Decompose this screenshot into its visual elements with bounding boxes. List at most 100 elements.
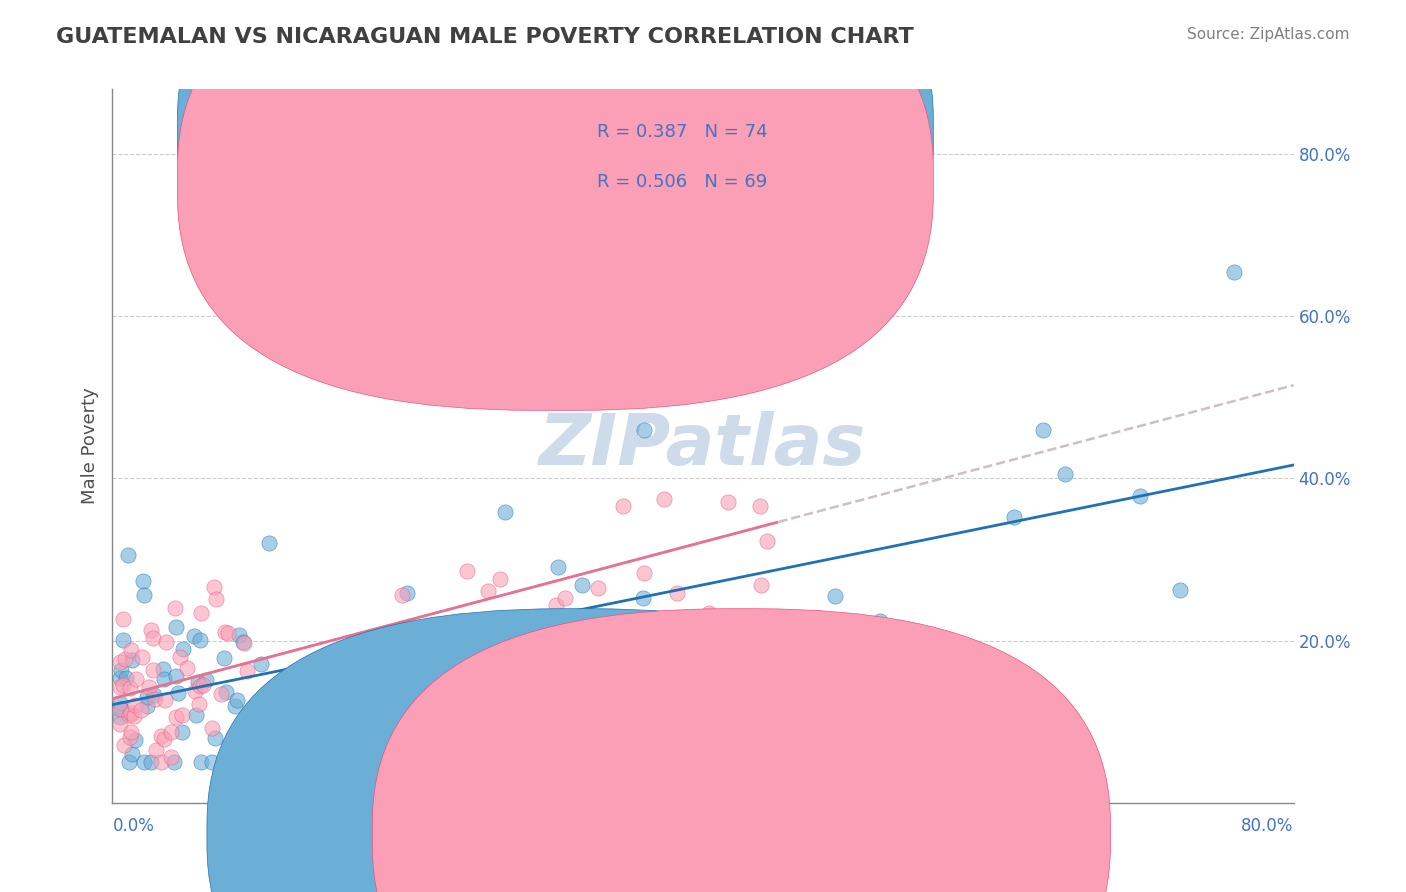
Point bbox=[209, 687, 232, 701]
Text: 0.0%: 0.0% bbox=[112, 817, 155, 835]
Point bbox=[697, 606, 720, 620]
Point bbox=[117, 549, 139, 563]
Point bbox=[769, 635, 792, 649]
Point bbox=[633, 423, 655, 437]
Point bbox=[824, 589, 846, 603]
Point bbox=[183, 683, 205, 698]
Point bbox=[598, 624, 620, 638]
Point bbox=[494, 505, 516, 519]
Point bbox=[586, 581, 609, 595]
Point bbox=[108, 655, 131, 669]
Point bbox=[110, 701, 132, 715]
Point bbox=[121, 747, 143, 762]
Point bbox=[571, 578, 593, 592]
Point bbox=[554, 591, 576, 605]
Point bbox=[292, 693, 315, 707]
Point bbox=[160, 750, 183, 764]
Point bbox=[169, 649, 191, 664]
Point bbox=[111, 612, 134, 626]
Text: R = 0.387   N = 74: R = 0.387 N = 74 bbox=[596, 123, 768, 141]
Point bbox=[633, 566, 655, 580]
Point bbox=[190, 756, 212, 770]
Point bbox=[134, 756, 156, 770]
Point bbox=[108, 710, 131, 724]
Point bbox=[340, 695, 363, 709]
Text: Nicaraguans: Nicaraguans bbox=[762, 825, 866, 843]
Point bbox=[257, 536, 280, 550]
Point bbox=[165, 620, 187, 634]
Point bbox=[1223, 265, 1246, 279]
Point bbox=[136, 690, 159, 704]
FancyBboxPatch shape bbox=[373, 608, 1111, 892]
Point bbox=[155, 635, 177, 649]
Point bbox=[755, 533, 778, 548]
Point bbox=[749, 578, 772, 592]
Point bbox=[322, 649, 344, 664]
Point bbox=[131, 650, 153, 665]
Point bbox=[142, 689, 165, 703]
Point bbox=[191, 678, 214, 692]
Point bbox=[652, 492, 675, 507]
Point bbox=[108, 702, 131, 716]
Point bbox=[135, 699, 157, 714]
Point bbox=[287, 687, 309, 701]
Point bbox=[176, 661, 198, 675]
Point bbox=[1168, 582, 1191, 597]
Point bbox=[120, 731, 142, 745]
Point bbox=[769, 649, 792, 664]
Point bbox=[112, 739, 135, 753]
Point bbox=[111, 678, 134, 692]
Point bbox=[693, 686, 716, 700]
Point bbox=[1032, 423, 1054, 437]
Point bbox=[163, 601, 186, 615]
Point bbox=[114, 652, 136, 666]
Point bbox=[162, 756, 184, 770]
Point bbox=[228, 627, 250, 641]
Point bbox=[749, 499, 772, 513]
Point bbox=[1129, 489, 1152, 503]
Point bbox=[188, 679, 211, 693]
Point bbox=[273, 712, 295, 726]
Point bbox=[631, 591, 654, 605]
Point bbox=[236, 664, 259, 678]
Point bbox=[288, 689, 311, 703]
Point bbox=[250, 657, 273, 671]
Point bbox=[202, 580, 225, 594]
Point bbox=[139, 756, 162, 770]
Text: Guatemalans: Guatemalans bbox=[596, 825, 707, 843]
Point bbox=[253, 699, 276, 714]
Point bbox=[201, 721, 224, 735]
Point bbox=[153, 693, 176, 707]
Point bbox=[129, 703, 152, 717]
Point bbox=[120, 643, 142, 657]
Point bbox=[150, 756, 173, 770]
Point bbox=[124, 733, 146, 747]
Point bbox=[391, 588, 413, 602]
Point bbox=[118, 756, 141, 770]
Point bbox=[396, 586, 419, 600]
Point bbox=[1002, 509, 1025, 524]
Point bbox=[665, 585, 688, 599]
Point bbox=[186, 708, 208, 723]
Point bbox=[141, 623, 163, 637]
Point bbox=[831, 675, 853, 690]
Point bbox=[165, 669, 187, 683]
Point bbox=[165, 709, 187, 723]
Point bbox=[108, 697, 131, 711]
Point bbox=[246, 718, 269, 732]
Point bbox=[125, 672, 148, 686]
Point bbox=[183, 629, 205, 643]
Point bbox=[153, 731, 176, 746]
Point bbox=[115, 671, 138, 685]
FancyBboxPatch shape bbox=[508, 103, 862, 218]
Point bbox=[172, 641, 194, 656]
Point bbox=[170, 707, 193, 722]
Point bbox=[194, 673, 217, 687]
Point bbox=[201, 756, 224, 770]
Point bbox=[120, 725, 142, 739]
Point bbox=[108, 717, 131, 731]
Point bbox=[204, 731, 226, 745]
Point bbox=[226, 692, 249, 706]
Point bbox=[124, 708, 146, 723]
Point bbox=[692, 350, 714, 364]
